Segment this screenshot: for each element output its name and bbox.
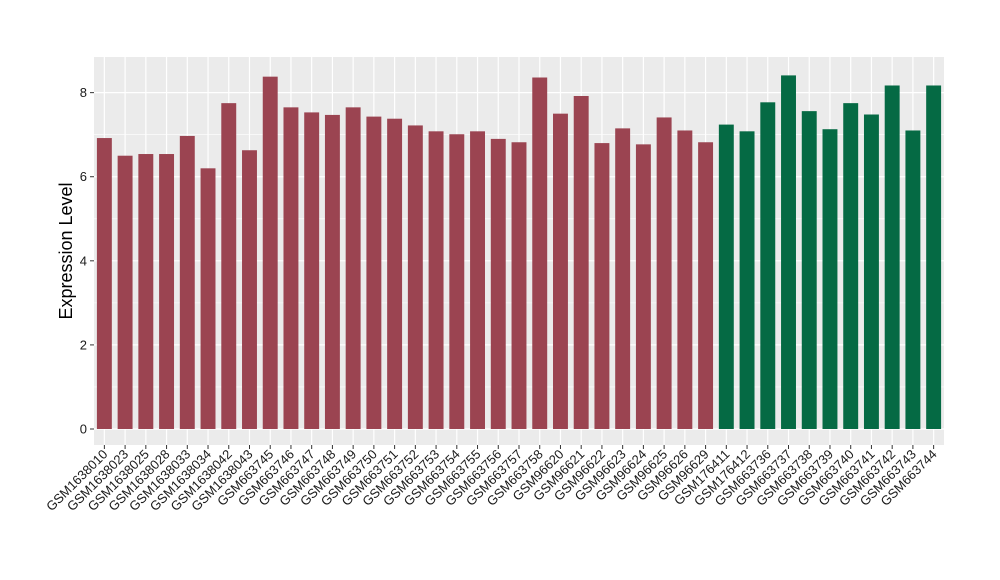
y-tick-label: 4 [80, 253, 87, 268]
bar-GSM96624 [635, 144, 651, 429]
bar-GSM663738 [801, 111, 817, 430]
bar-GSM663744 [926, 85, 942, 429]
bar-GSM96622 [594, 143, 610, 429]
bar-GSM96621 [573, 96, 589, 429]
bar-GSM96626 [677, 130, 693, 429]
bar-GSM96623 [615, 128, 631, 429]
bar-GSM1638033 [179, 135, 195, 429]
bar-GSM663748 [324, 114, 340, 429]
bar-GSM663746 [283, 107, 299, 430]
bar-GSM663740 [843, 103, 859, 429]
y-tick-label: 2 [80, 337, 87, 352]
bar-GSM663758 [532, 77, 548, 429]
bar-GSM663739 [822, 129, 838, 429]
bar-GSM96629 [698, 142, 714, 429]
y-axis-title: Expression Level [56, 182, 76, 319]
bar-GSM663742 [884, 85, 900, 429]
bar-GSM663747 [304, 112, 320, 429]
bar-GSM663754 [449, 134, 465, 430]
bar-GSM1638043 [242, 150, 257, 429]
y-tick-label: 8 [80, 85, 87, 100]
bar-GSM1638042 [221, 103, 237, 429]
bar-GSM663756 [490, 138, 506, 430]
bar-GSM96620 [553, 113, 568, 429]
bar-GSM96625 [656, 117, 672, 430]
bar-GSM663741 [863, 114, 879, 429]
bar-GSM663743 [905, 130, 921, 429]
bar-GSM663749 [345, 107, 361, 430]
bar-GSM1638010 [96, 138, 112, 429]
y-tick-label: 6 [80, 169, 87, 184]
bar-GSM663755 [470, 131, 485, 429]
bar-GSM1638023 [117, 155, 133, 430]
bar-GSM1638025 [138, 154, 154, 430]
y-tick-label: 0 [80, 422, 87, 437]
bar-GSM176412 [739, 131, 755, 429]
bar-GSM176411 [718, 124, 734, 429]
bar-GSM663737 [781, 75, 796, 429]
bar-GSM663750 [366, 116, 382, 430]
bar-GSM663751 [387, 118, 403, 430]
bar-GSM1638028 [159, 154, 175, 430]
bar-GSM663736 [760, 102, 776, 429]
bar-GSM663745 [262, 76, 278, 429]
bar-GSM663752 [407, 125, 423, 429]
bar-GSM663753 [428, 131, 444, 429]
bar-GSM1638034 [200, 168, 216, 429]
bar-GSM663757 [511, 142, 527, 429]
